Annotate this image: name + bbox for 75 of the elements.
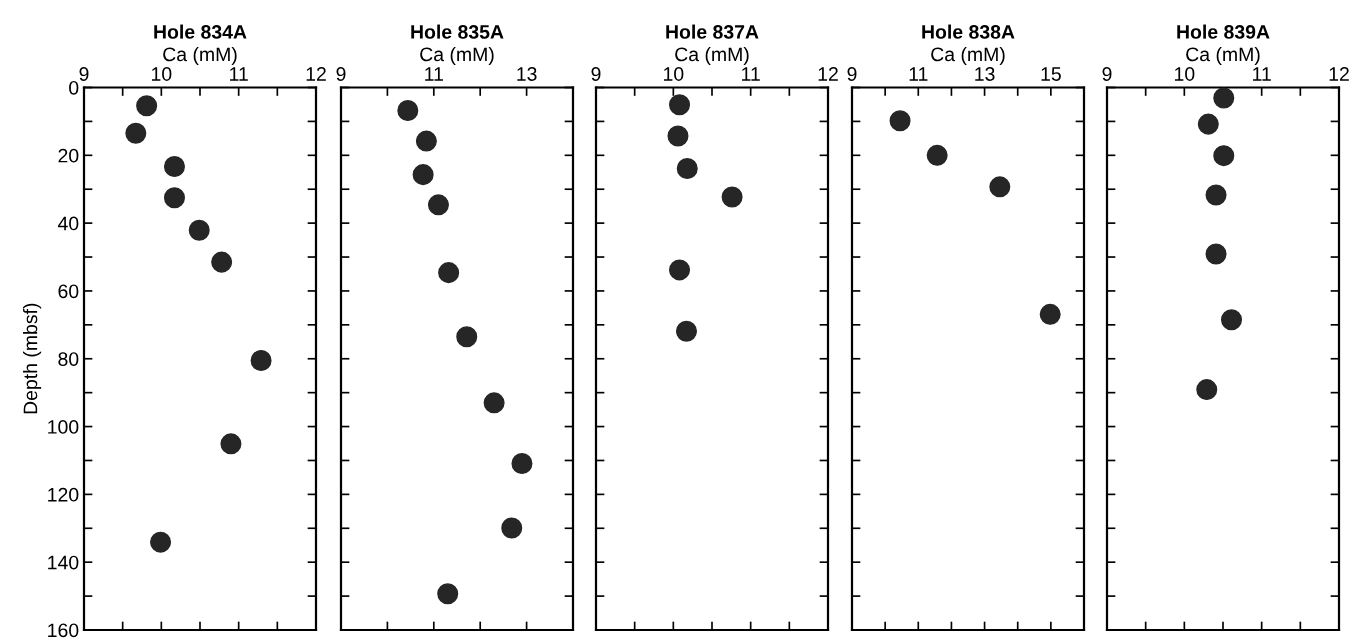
point [676,158,698,180]
x-axis-title: Ca (mM) [931,46,1005,66]
x-tick-label: 12 [1329,67,1349,81]
x-tick-label: 9 [1102,67,1112,81]
y-tick-label: 160 [48,623,79,638]
x-tick-label: 13 [975,67,995,81]
point [415,130,437,152]
x-axis-title: Ca (mM) [420,46,494,66]
point [163,187,185,209]
x-tick-label: 13 [517,67,537,81]
x-tick-label: 12 [306,67,326,81]
chart-title: Hole 838A [922,24,1015,39]
point [511,453,533,475]
x-tick-label: 9 [847,67,857,81]
point [1197,113,1219,135]
y-tick-label: 100 [48,420,79,434]
point [669,259,691,281]
point [1205,243,1227,265]
point [1213,87,1235,109]
point [1205,184,1227,206]
x-tick-label: 11 [742,67,760,81]
point [438,262,460,284]
point [926,144,948,166]
y-tick-label: 140 [48,555,79,570]
x-tick-label: 11 [1253,67,1271,81]
point [250,349,272,371]
point [125,122,147,144]
x-tick-label: 10 [152,67,172,81]
x-tick-label: 15 [1041,67,1061,81]
x-tick-label: 10 [1175,67,1195,81]
y-tick-label: 0 [69,80,79,95]
x-tick-label: 12 [818,67,838,81]
point [501,517,523,539]
point [675,320,697,342]
point [150,531,172,553]
chart-title: Hole 839A [1177,24,1270,39]
point [397,100,419,122]
point [456,326,478,348]
point [669,94,691,116]
point [1220,309,1243,331]
point [1213,145,1235,167]
y-tick-label: 120 [48,487,79,502]
point [188,219,210,241]
chart-title: Hole 834A [154,24,247,39]
point [1039,303,1061,325]
point [136,95,158,117]
point [667,125,689,147]
point [721,186,743,208]
point [412,164,434,186]
point [437,583,459,605]
point [1196,379,1218,401]
x-tick-label: 10 [664,67,684,81]
point [427,194,449,216]
x-axis-title: Ca (mM) [675,46,749,66]
y-tick-label: 80 [58,352,79,366]
x-tick-label: 11 [230,67,248,81]
y-tick-label: 40 [57,216,79,231]
point [220,433,242,455]
point [163,155,185,178]
chart-title: Hole 835A [411,24,504,39]
y-tick-label: 20 [58,148,79,163]
x-tick-label: 9 [591,67,601,81]
x-axis-title: Ca (mM) [1186,46,1260,66]
point [989,176,1011,198]
y-axis-title: Depth (mbsf) [23,303,42,414]
point [889,110,911,132]
x-tick-label: 9 [336,67,346,81]
chart-title: Hole 837A [666,24,759,39]
x-axis-title: Ca (mM) [163,46,237,66]
y-tick-label: 60 [58,284,79,299]
x-tick-label: 11 [425,67,443,81]
x-tick-label: 9 [79,67,89,81]
x-tick-label: 11 [909,67,928,81]
point [211,251,233,273]
point [483,392,505,414]
